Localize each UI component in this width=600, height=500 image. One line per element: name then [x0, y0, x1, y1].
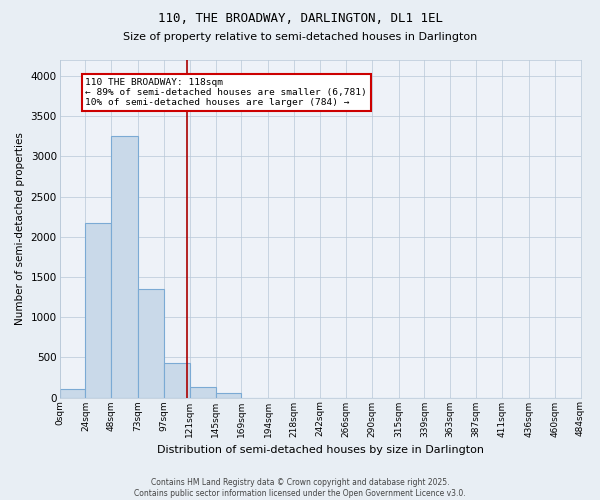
- X-axis label: Distribution of semi-detached houses by size in Darlington: Distribution of semi-detached houses by …: [157, 445, 484, 455]
- Text: 110 THE BROADWAY: 118sqm
← 89% of semi-detached houses are smaller (6,781)
10% o: 110 THE BROADWAY: 118sqm ← 89% of semi-d…: [85, 78, 367, 108]
- Bar: [138, 289, 164, 398]
- Bar: [215, 394, 241, 398]
- Bar: [111, 136, 138, 398]
- Bar: [190, 388, 215, 398]
- Text: 110, THE BROADWAY, DARLINGTON, DL1 1EL: 110, THE BROADWAY, DARLINGTON, DL1 1EL: [157, 12, 443, 26]
- Bar: [85, 222, 111, 398]
- Text: Size of property relative to semi-detached houses in Darlington: Size of property relative to semi-detach…: [123, 32, 477, 42]
- Bar: [59, 390, 85, 398]
- Text: Contains HM Land Registry data © Crown copyright and database right 2025.
Contai: Contains HM Land Registry data © Crown c…: [134, 478, 466, 498]
- Bar: [164, 364, 190, 398]
- Y-axis label: Number of semi-detached properties: Number of semi-detached properties: [15, 132, 25, 325]
